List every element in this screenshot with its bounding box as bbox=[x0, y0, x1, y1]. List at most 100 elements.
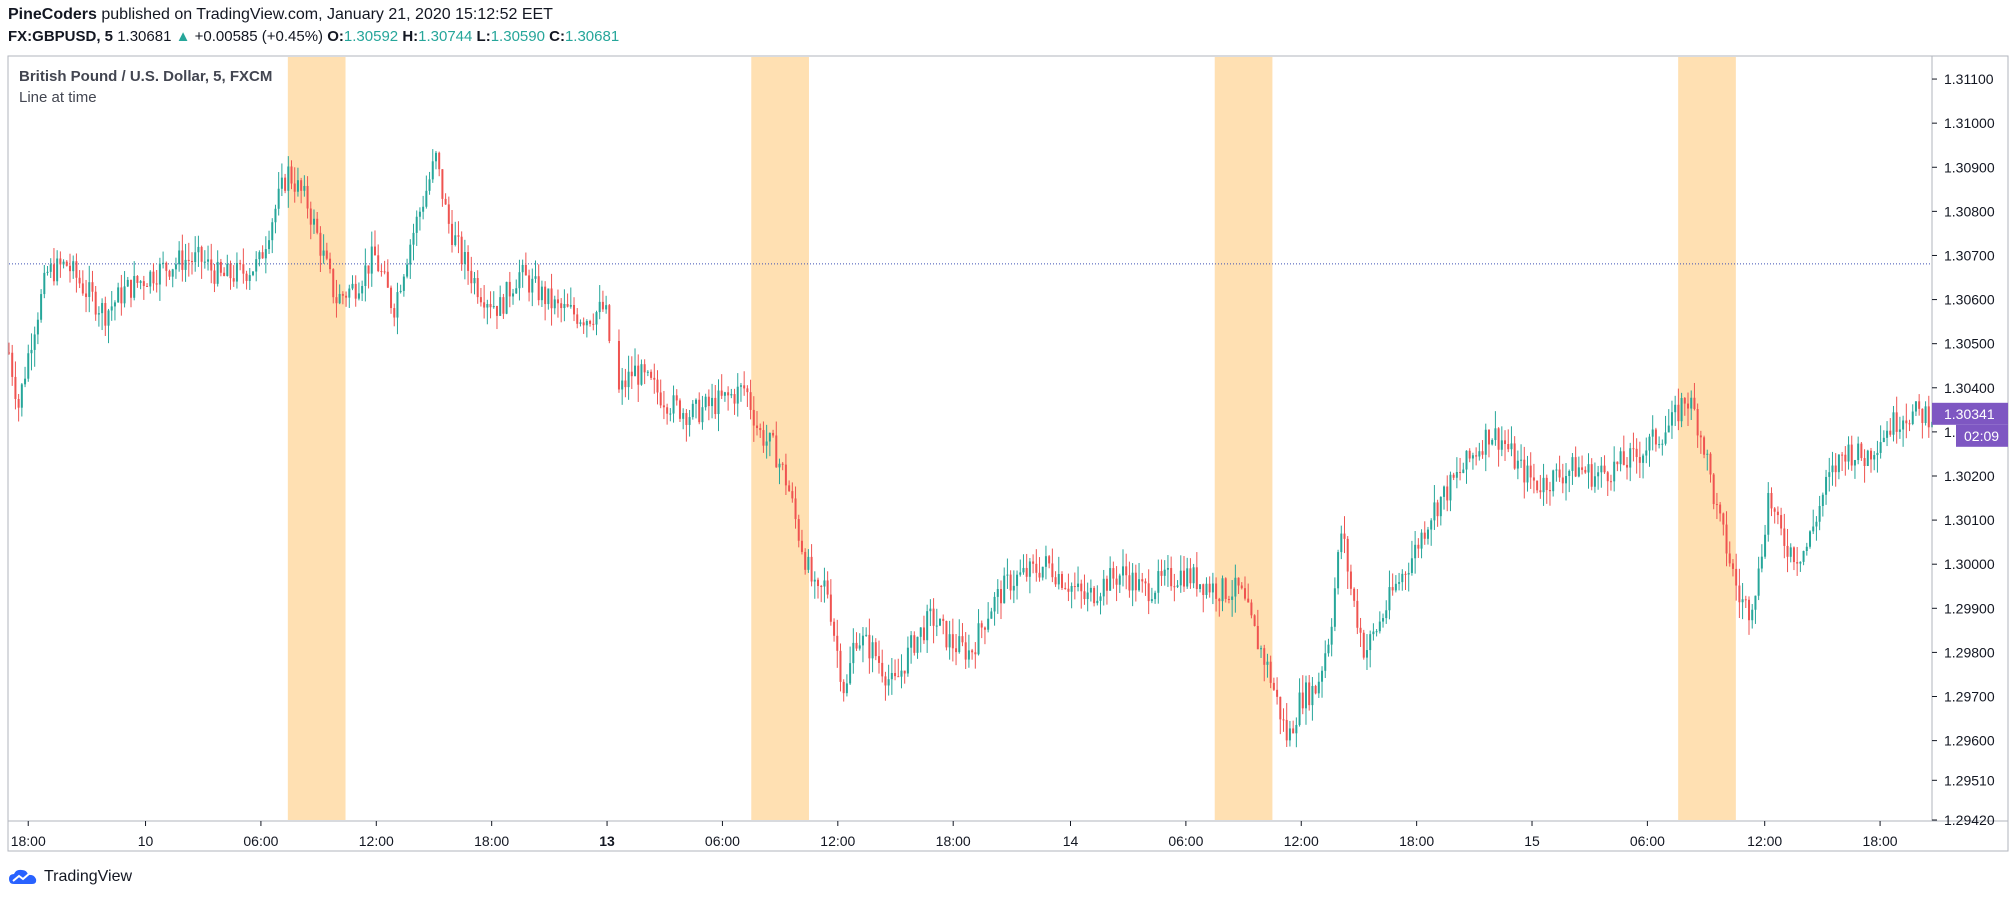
candle-body bbox=[650, 371, 653, 378]
candle-body bbox=[1250, 602, 1253, 616]
candle-body bbox=[36, 319, 39, 335]
candle bbox=[1866, 449, 1869, 467]
candle bbox=[1799, 561, 1802, 572]
candle-body bbox=[1009, 574, 1012, 591]
candle bbox=[377, 244, 380, 273]
candle-body bbox=[1632, 448, 1635, 450]
candle-body bbox=[669, 413, 672, 415]
candle bbox=[1908, 419, 1911, 432]
candle-body bbox=[1850, 444, 1853, 466]
y-tick-label: 1.29700 bbox=[1944, 689, 1995, 705]
candle-body bbox=[1834, 465, 1837, 473]
candle-body bbox=[1725, 524, 1728, 554]
highlight-band-2 bbox=[1214, 57, 1273, 820]
candle-body bbox=[698, 399, 701, 423]
candle-body bbox=[1157, 571, 1160, 593]
candle bbox=[1597, 465, 1600, 490]
candle bbox=[1430, 518, 1433, 546]
candle bbox=[316, 211, 319, 235]
candle bbox=[1603, 455, 1606, 474]
candle bbox=[1863, 449, 1866, 483]
candle bbox=[955, 634, 958, 666]
candle bbox=[345, 291, 348, 307]
candle-body bbox=[1616, 461, 1619, 465]
candle bbox=[329, 252, 332, 274]
candle-body bbox=[1263, 648, 1266, 665]
candle-body bbox=[977, 623, 980, 655]
candle bbox=[1292, 720, 1295, 734]
candle-body bbox=[1237, 577, 1240, 586]
candle bbox=[948, 620, 951, 660]
ohlc-line: FX:GBPUSD, 5 1.30681 ▲ +0.00585 (+0.45%)… bbox=[8, 28, 619, 45]
candle-body bbox=[1141, 579, 1144, 582]
candle bbox=[508, 271, 511, 308]
candle bbox=[49, 258, 52, 279]
candle bbox=[1895, 396, 1898, 444]
candle-body bbox=[534, 276, 537, 279]
candle-body bbox=[662, 405, 665, 408]
candle bbox=[688, 409, 691, 437]
candle-body bbox=[955, 648, 958, 653]
candle bbox=[361, 280, 364, 302]
candle bbox=[1211, 572, 1214, 605]
candle bbox=[945, 620, 948, 651]
candle-body bbox=[168, 270, 171, 277]
candle-body bbox=[1471, 455, 1474, 459]
candle bbox=[40, 289, 43, 323]
candle bbox=[717, 379, 720, 432]
candle-body bbox=[1561, 477, 1564, 484]
x-tick-label: 18:00 bbox=[1399, 833, 1434, 849]
candle bbox=[438, 151, 441, 177]
candle-body bbox=[1423, 532, 1426, 539]
candle bbox=[1696, 403, 1699, 448]
x-tick-label: 10 bbox=[138, 833, 154, 849]
candle bbox=[1388, 570, 1391, 620]
candle-body bbox=[1870, 450, 1873, 460]
candle-body bbox=[412, 232, 415, 245]
candle-body bbox=[1908, 423, 1911, 425]
candle-body bbox=[139, 281, 142, 283]
candle bbox=[592, 313, 595, 331]
author-name[interactable]: PineCoders bbox=[8, 6, 97, 23]
candle-body bbox=[1057, 574, 1060, 585]
candle bbox=[425, 175, 428, 209]
candle-body bbox=[592, 323, 595, 325]
candle bbox=[1064, 582, 1067, 590]
candle bbox=[534, 260, 537, 283]
candle bbox=[727, 386, 730, 411]
x-tick-label: 12:00 bbox=[1747, 833, 1782, 849]
candle-body bbox=[1818, 506, 1821, 522]
candle-body bbox=[817, 579, 820, 587]
candle bbox=[264, 236, 267, 274]
candle-body bbox=[1443, 486, 1446, 497]
candle bbox=[595, 310, 598, 336]
candle bbox=[845, 674, 848, 697]
candle bbox=[11, 344, 14, 386]
candle bbox=[1748, 596, 1751, 635]
candle bbox=[1622, 435, 1625, 466]
candle-body bbox=[1096, 600, 1099, 604]
candle-body bbox=[1789, 547, 1792, 557]
candle bbox=[1067, 573, 1070, 602]
low-value: 1.30590 bbox=[490, 28, 545, 45]
candle-body bbox=[1446, 486, 1449, 501]
candle bbox=[1057, 556, 1060, 590]
candle-body bbox=[1256, 625, 1259, 650]
candle-body bbox=[544, 286, 547, 305]
candle-body bbox=[1417, 544, 1420, 549]
candle-body bbox=[836, 635, 839, 651]
candle-body bbox=[1211, 583, 1214, 593]
candle-body bbox=[913, 635, 916, 653]
candle bbox=[1857, 436, 1860, 465]
candle bbox=[1195, 552, 1198, 597]
candle bbox=[1048, 554, 1051, 569]
x-tick-label: 06:00 bbox=[243, 833, 278, 849]
candle bbox=[1792, 546, 1795, 571]
x-tick-label: 14 bbox=[1063, 833, 1079, 849]
candle-body bbox=[1786, 545, 1789, 557]
candle-body bbox=[274, 208, 277, 223]
footer-brand[interactable]: TradingView bbox=[8, 868, 132, 886]
price-tags: 1.30341 02:09 bbox=[1932, 402, 2008, 447]
